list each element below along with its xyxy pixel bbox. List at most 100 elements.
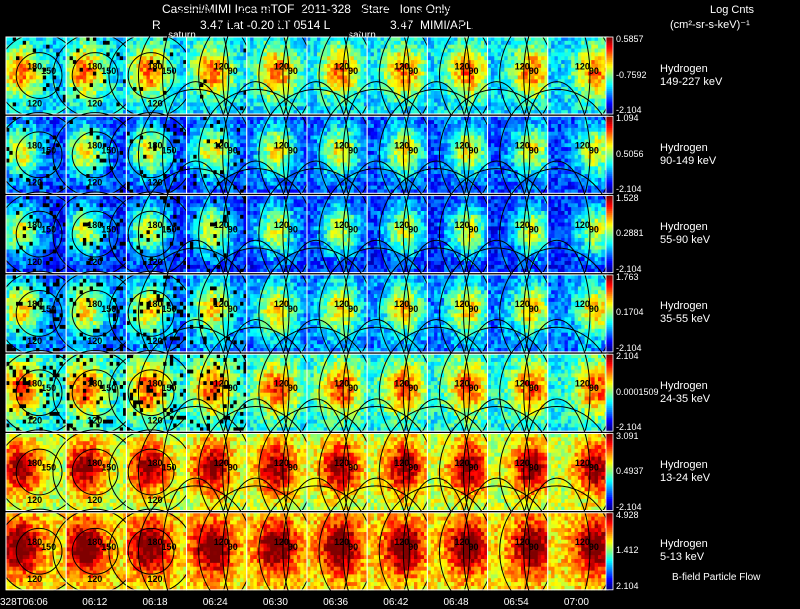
heatmap-cell (210, 162, 214, 167)
heatmap-cell (534, 48, 539, 53)
heatmap-cell (457, 37, 462, 42)
heatmap-cell (233, 52, 238, 57)
heatmap-cell (79, 150, 84, 156)
heatmap-cell (79, 102, 84, 107)
heatmap-cell (193, 135, 198, 140)
heatmap-cell (584, 75, 589, 80)
heatmap-cell (414, 87, 418, 92)
heatmap-cell (12, 131, 17, 136)
heatmap-cell (159, 79, 164, 84)
heatmap-cell (250, 94, 254, 99)
heatmap-cell (216, 110, 221, 115)
heatmap-cell (253, 75, 258, 80)
heatmap-cell (317, 37, 321, 42)
heatmap-cell (531, 52, 535, 57)
heatmap-cell (69, 174, 74, 179)
heatmap-cell (467, 40, 472, 46)
heatmap-cell (450, 83, 455, 88)
heatmap-cell (186, 124, 191, 129)
heatmap-cell (420, 75, 425, 80)
heatmap-cell (307, 71, 311, 76)
heatmap-cell (106, 44, 111, 49)
heatmap-cell (430, 71, 435, 76)
heatmap-cell (460, 48, 465, 53)
heatmap-cell (149, 116, 154, 121)
heatmap-cell (46, 90, 50, 96)
heatmap-cell (156, 71, 161, 76)
heatmap-cell (410, 79, 415, 84)
heatmap-cell (554, 106, 559, 111)
heatmap-cell (96, 170, 101, 175)
heatmap-cell (82, 87, 87, 92)
heatmap-cell (173, 63, 177, 69)
heatmap-cell (19, 177, 24, 183)
heatmap-cell (119, 67, 124, 73)
heatmap-cell (524, 71, 529, 76)
heatmap-cell (383, 37, 388, 42)
heatmap-cell (19, 90, 24, 96)
heatmap-cell (383, 71, 388, 76)
heatmap-cell (133, 98, 137, 103)
heatmap-cell (46, 154, 50, 160)
heatmap-cell (106, 181, 111, 186)
heatmap-cell (380, 102, 385, 107)
heatmap-cell (146, 52, 151, 57)
heatmap-cell (283, 79, 288, 84)
heatmap-cell (601, 63, 606, 69)
heatmap-cell (240, 63, 244, 69)
heatmap-cell (507, 48, 512, 53)
heatmap-cell (176, 48, 181, 53)
heatmap-cell (594, 94, 599, 99)
heatmap-cell (109, 40, 114, 46)
heatmap-cell (591, 87, 596, 92)
heatmap-cell (360, 79, 365, 84)
heatmap-cell (129, 106, 134, 111)
heatmap-cell (427, 48, 432, 53)
heatmap-cell (564, 106, 569, 111)
heatmap-cell (220, 90, 224, 96)
heatmap-cell (99, 166, 104, 171)
heatmap-cell (370, 75, 375, 80)
heatmap-cell (531, 60, 535, 65)
heatmap-cell (290, 44, 295, 49)
heatmap-cell (46, 110, 50, 115)
heatmap-cell (387, 48, 392, 53)
heatmap-cell (387, 94, 392, 99)
heatmap-cell (12, 139, 17, 144)
heatmap-cell (193, 52, 198, 57)
heatmap-cell (246, 71, 251, 76)
heatmap-cell (387, 52, 392, 57)
heatmap-cell (69, 177, 74, 183)
heatmap-cell (129, 181, 134, 186)
heatmap-cell (594, 40, 599, 46)
heatmap-cell (253, 60, 258, 65)
heatmap-cell (554, 94, 559, 99)
heatmap-cell (557, 60, 562, 65)
heatmap-cell (126, 110, 131, 115)
heatmap-cell (594, 83, 599, 88)
heatmap-cell (186, 87, 191, 92)
heatmap-cell (490, 40, 495, 46)
heatmap-cell (59, 94, 64, 99)
heatmap-cell (189, 185, 194, 190)
heatmap-cell (32, 56, 37, 61)
heatmap-cell (82, 37, 87, 42)
heatmap-cell (210, 124, 214, 129)
heatmap-cell (6, 185, 10, 190)
heatmap-cell (32, 102, 37, 107)
contour-label: 150 (41, 66, 56, 76)
heatmap-cell (313, 37, 318, 42)
heatmap-cell (250, 106, 254, 111)
heatmap-cell (82, 63, 87, 69)
heatmap-cell (126, 56, 131, 61)
heatmap-cell (597, 40, 602, 46)
heatmap-cell (597, 79, 602, 84)
heatmap-cell (59, 60, 64, 65)
heatmap-cell (149, 71, 154, 76)
heatmap-cell (427, 90, 432, 96)
heatmap-cell (557, 102, 562, 107)
heatmap-cell (46, 37, 50, 42)
heatmap-cell (213, 48, 218, 53)
heatmap-cell (206, 131, 211, 136)
heatmap-cell (367, 102, 371, 107)
